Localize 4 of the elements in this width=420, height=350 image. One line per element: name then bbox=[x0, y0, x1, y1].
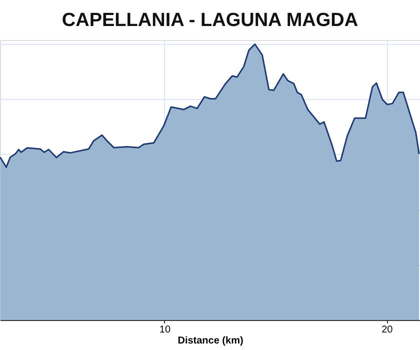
x-axis-title: Distance (km) bbox=[178, 336, 244, 346]
chart-title: CAPELLANIA - LAGUNA MAGDA bbox=[62, 10, 358, 31]
x-tick-label: 20 bbox=[382, 324, 394, 336]
x-tick-label: 10 bbox=[159, 324, 171, 336]
